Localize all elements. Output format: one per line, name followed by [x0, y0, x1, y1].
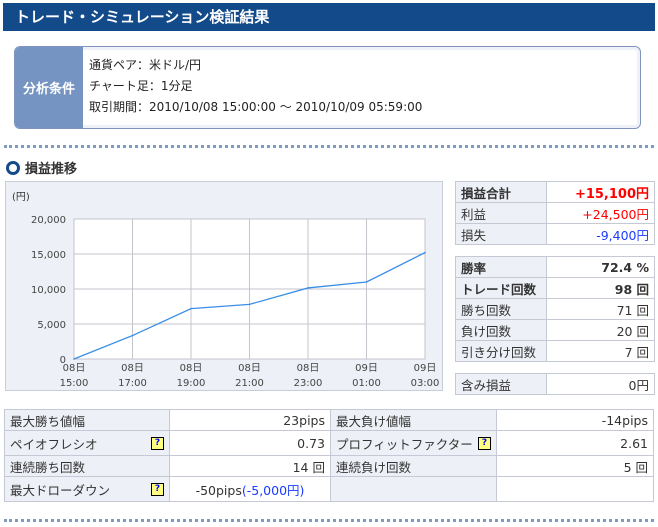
y-tick-label: 0: [60, 355, 66, 366]
x-tick-label: 23:00: [294, 378, 323, 389]
analysis-conditions: 分析条件 通貨ペア：米ドル/円 チャート足：1分足 取引期間：2010/10/0…: [14, 46, 641, 129]
y-tick-label: 20,000: [31, 215, 66, 226]
y-axis-label: (円): [12, 192, 30, 203]
total-pl-value: +15,100円: [546, 181, 655, 203]
x-tick-label: 15:00: [60, 378, 89, 389]
unrealized-label: 含み損益: [455, 373, 547, 395]
max-win-label: 最大勝ち値幅: [4, 409, 170, 431]
x-tick-label: 01:00: [352, 378, 381, 389]
draws-label: 引き分け回数: [455, 340, 547, 362]
losses-value: 20 回: [546, 319, 655, 341]
win-streak-label: 連続勝ち回数: [4, 455, 170, 477]
pl-table: 損益合計 +15,100円 利益 +24,500円 損失 -9,400円: [455, 181, 655, 245]
bullet-icon: [6, 160, 20, 175]
x-tick-label: 08日: [121, 363, 144, 374]
payoff-value: 0.73: [169, 430, 331, 456]
profit-factor-label: プロフィットファクター: [336, 436, 473, 452]
y-tick-label: 5,000: [37, 320, 66, 331]
trade-period: 取引期間：2010/10/08 15:00:00 〜 2010/10/09 05…: [89, 100, 423, 114]
max-win-value: 23pips: [169, 409, 331, 431]
section-title: 損益推移: [25, 162, 78, 177]
x-tick-label: 09日: [414, 363, 437, 374]
conditions-label: 分析条件: [15, 47, 83, 128]
drawdown-pips: -50pips: [195, 482, 242, 498]
table-row: 最大勝ち値幅 23pips 最大負け値幅 -14pips: [4, 409, 654, 431]
win-rate-value: 72.4 %: [546, 256, 655, 278]
x-tick-label: 08日: [180, 363, 203, 374]
wins-label: 勝ち回数: [455, 298, 547, 320]
drawdown-yen: (-5,000円): [241, 482, 305, 498]
loss-streak-label: 連続負け回数: [330, 455, 497, 477]
win-rate-label: 勝率: [455, 256, 547, 278]
payoff-label: ペイオフレシオ: [10, 436, 98, 452]
divider: [4, 145, 654, 148]
empty-cell: [496, 476, 654, 502]
stats-table: 勝率 72.4 % トレード回数 98 回 勝ち回数 71 回 負け回数 20 回 引き…: [455, 256, 655, 362]
max-loss-value: -14pips: [496, 409, 654, 431]
total-pl-label: 損益合計: [455, 181, 547, 203]
data-point: [307, 287, 309, 289]
x-tick-label: 19:00: [177, 378, 206, 389]
x-tick-label: 08日: [297, 363, 320, 374]
table-row: ペイオフレシオ? 0.73 プロフィットファクター? 2.61: [4, 430, 654, 456]
table-row: 連続勝ち回数 14 回連続負け回数 5 回: [4, 455, 654, 477]
trade-count-label: トレード回数: [455, 277, 547, 299]
x-tick-label: 08日: [238, 363, 261, 374]
unrealized-table: 含み損益 0円: [455, 373, 655, 395]
max-loss-label: 最大負け値幅: [330, 409, 497, 431]
trade-count-value: 98 回: [546, 277, 655, 299]
x-tick-label: 09日: [355, 363, 378, 374]
page-title: トレード・シミュレーション検証結果: [3, 3, 655, 31]
table-row: 最大ドローダウン? -50pips(-5,000円): [4, 476, 654, 502]
help-icon[interactable]: ?: [151, 482, 164, 496]
profit-value: +24,500円: [546, 202, 655, 224]
section-header: 損益推移: [6, 158, 77, 177]
data-point: [190, 307, 192, 310]
table-row: 利益 +24,500円: [455, 202, 655, 224]
data-point: [131, 334, 134, 337]
data-point: [424, 251, 426, 254]
loss-streak-value: 5 回: [496, 455, 654, 477]
data-point: [365, 281, 368, 283]
profit-factor-value: 2.61: [496, 430, 654, 456]
chart-svg: (円) 0 5,000 10,000 15,000 20,000 08日 15:00 08日 17…: [12, 192, 440, 389]
empty-cell: [330, 476, 497, 502]
chart-timeframe: チャート足：1分足: [89, 79, 193, 93]
x-tick-label: 08日: [63, 363, 86, 374]
details-table: 最大勝ち値幅 23pips 最大負け値幅 -14pips ペイオフレシオ? 0.73 プロ…: [4, 409, 654, 502]
loss-value: -9,400円: [546, 223, 655, 245]
y-tick-label: 10,000: [31, 285, 66, 296]
drawdown-label: 最大ドローダウン: [10, 482, 111, 498]
help-icon[interactable]: ?: [151, 436, 164, 450]
data-point: [73, 358, 75, 360]
divider: [4, 519, 654, 522]
y-tick-label: 15,000: [31, 250, 66, 261]
currency-pair: 通貨ペア：米ドル/円: [89, 58, 202, 72]
loss-label: 損失: [455, 223, 547, 245]
x-tick-label: 17:00: [118, 378, 147, 389]
unrealized-value: 0円: [546, 373, 655, 395]
losses-label: 負け回数: [455, 319, 547, 341]
help-icon[interactable]: ?: [478, 436, 491, 450]
x-tick-label: 03:00: [411, 378, 440, 389]
win-streak-value: 14 回: [169, 455, 331, 477]
table-row: 損失 -9,400円: [455, 223, 655, 245]
pl-chart: (円) 0 5,000 10,000 15,000 20,000 08日 15:00 08日 17…: [5, 181, 443, 391]
x-tick-label: 21:00: [235, 378, 264, 389]
draws-value: 7 回: [546, 340, 655, 362]
wins-value: 71 回: [546, 298, 655, 320]
data-point: [248, 303, 251, 306]
table-row: 損益合計 +15,100円: [455, 181, 655, 203]
profit-label: 利益: [455, 202, 547, 224]
